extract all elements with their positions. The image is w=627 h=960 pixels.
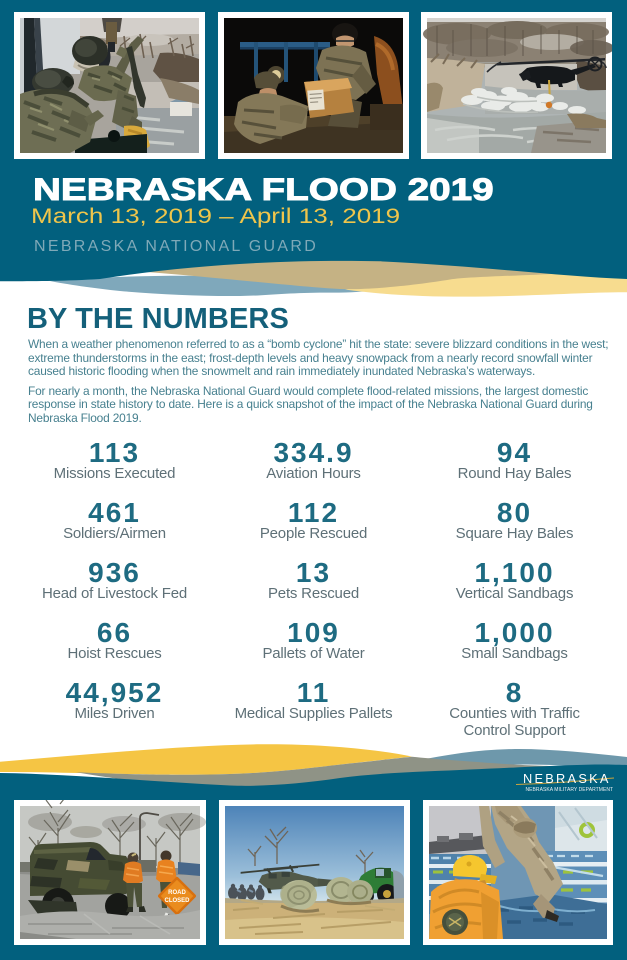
svg-text:CLOSED: CLOSED — [164, 898, 190, 904]
svg-text:ROAD: ROAD — [168, 890, 186, 896]
